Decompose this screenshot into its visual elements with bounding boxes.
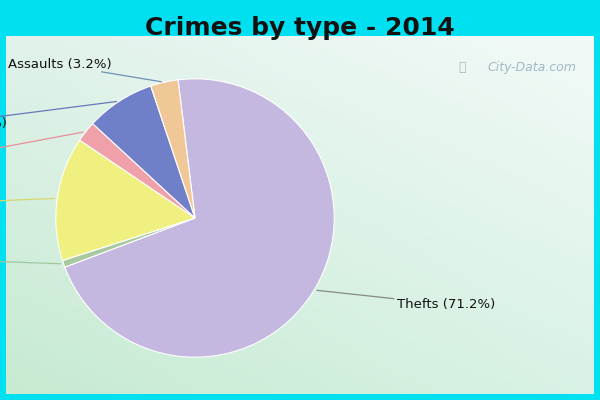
Wedge shape (65, 79, 334, 357)
Text: Burglaries (14.4%): Burglaries (14.4%) (0, 198, 55, 210)
Text: City-Data.com: City-Data.com (487, 61, 577, 74)
Text: Thefts (71.2%): Thefts (71.2%) (317, 290, 495, 311)
Text: Crimes by type - 2014: Crimes by type - 2014 (145, 16, 455, 40)
Text: Assaults (3.2%): Assaults (3.2%) (8, 58, 161, 82)
Wedge shape (56, 140, 195, 260)
Wedge shape (62, 218, 195, 267)
Text: Rapes (0.8%): Rapes (0.8%) (0, 253, 61, 266)
Text: ⓘ: ⓘ (459, 61, 466, 74)
Text: Auto thefts (8.0%): Auto thefts (8.0%) (0, 102, 116, 130)
Wedge shape (151, 80, 195, 218)
Wedge shape (80, 124, 195, 218)
Wedge shape (92, 86, 195, 218)
Text: Robberies (2.4%): Robberies (2.4%) (0, 132, 83, 166)
